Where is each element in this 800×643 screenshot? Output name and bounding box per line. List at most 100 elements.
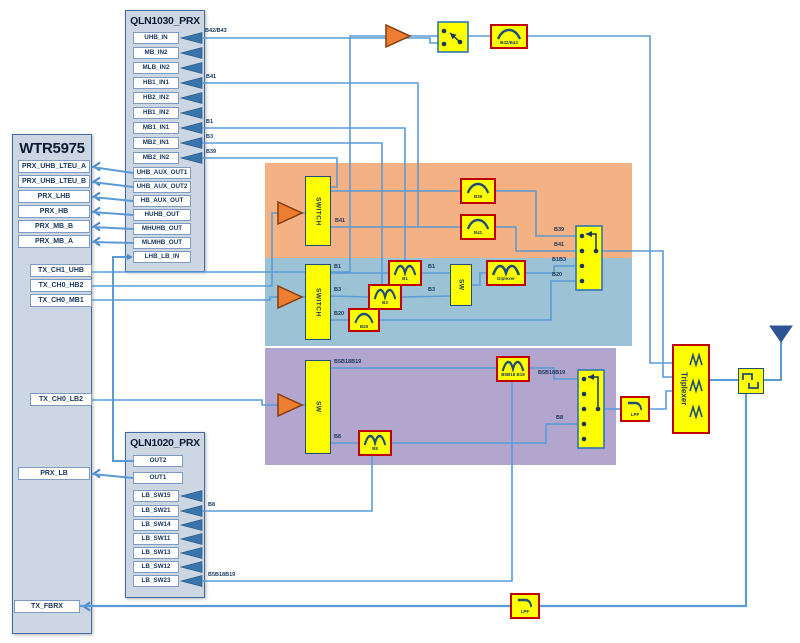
input-arrow-icon: [179, 490, 203, 502]
input-arrow-icon: [179, 77, 203, 89]
wire-label: B8: [334, 434, 342, 440]
wire: [401, 295, 451, 298]
qln1030_prx-port-mb1_in1: MB1_IN1: [133, 122, 179, 134]
switch-pole-dot: [581, 421, 587, 427]
wire: [496, 190, 576, 237]
duplexer-icon: [501, 360, 525, 372]
wire: [202, 82, 419, 227]
filter-b5b18-b19: B5B18 B19: [496, 356, 530, 382]
switch-block-sw-2: SW: [450, 264, 472, 306]
qln1020_prx-port-lb_sw13: LB_SW13: [133, 547, 179, 559]
triplexer-filters-icon: [688, 352, 703, 420]
filter-b3: B3: [368, 284, 402, 310]
coupler: [738, 368, 764, 394]
switch-block-switch-1: SWITCH: [305, 264, 331, 340]
input-arrow-icon: [179, 137, 203, 149]
switch-pole-dot: [579, 263, 585, 269]
wire: [91, 473, 134, 479]
wire: [202, 157, 338, 188]
input-arrow-icon: [179, 62, 203, 74]
wire-label: B1: [334, 264, 342, 270]
input-arrow-icon: [179, 92, 203, 104]
qln1020_prx-port-out2: OUT2: [133, 455, 183, 467]
wire: [602, 250, 672, 378]
amplifier-icon: [277, 200, 304, 226]
qln1020_prx-port-lb_sw11: LB_SW11: [133, 533, 179, 545]
wire: [330, 295, 369, 298]
amplifier-icon: [385, 23, 412, 49]
qln1030_prx-port-uhb_aux_out2: UHB_AUX_OUT2: [133, 181, 191, 193]
filter-lpf: LPF: [620, 396, 650, 422]
wire: [496, 226, 576, 252]
wire: [392, 423, 578, 444]
filter-b41: B41: [460, 214, 496, 240]
qln1030_prx-port-mb2_in1: MB2_IN1: [133, 137, 179, 149]
wire: [92, 296, 278, 301]
qln1030_prx-port-hb2_in2: HB2_IN2: [133, 92, 179, 104]
wire-label: B41: [206, 74, 217, 80]
wire: [202, 142, 383, 284]
qln1020_prx-port-lb_sw15: LB_SW15: [133, 490, 179, 502]
input-arrow-icon: [179, 533, 203, 545]
wire-label: B41: [335, 218, 346, 224]
coupler-icon: [742, 373, 759, 389]
switch-label: SW: [314, 401, 322, 413]
wire-label: B1: [206, 119, 214, 125]
switch-label: SWITCH: [314, 196, 322, 226]
wtr5975-port-tx_ch0_mb1: TX_CH0_MB1: [30, 294, 92, 307]
filter-lpf: LPF: [510, 593, 540, 619]
filter-band-label: Diplexer: [497, 276, 515, 281]
antenna-icon: [769, 325, 793, 343]
switch-pole-dot: [579, 233, 585, 239]
wire: [202, 127, 406, 260]
input-arrow-icon: [179, 575, 203, 587]
input-arrow-icon: [179, 547, 203, 559]
wire-label: B39: [206, 149, 217, 155]
wire-label: B39: [554, 227, 565, 233]
wire-label: B8: [208, 502, 216, 508]
wire-label: B20: [552, 272, 563, 278]
arrowhead-icon: [586, 231, 592, 237]
wtr5975-port-tx_ch0_lb2: TX_CH0_LB2: [30, 393, 92, 406]
wire: [202, 456, 373, 512]
filter-band-label: B1: [402, 276, 408, 281]
input-arrow-icon: [179, 561, 203, 573]
wire: [91, 226, 134, 230]
filter-b1: B1: [388, 260, 422, 286]
wire-label: B1: [428, 264, 436, 270]
wire: [380, 280, 576, 321]
wire: [764, 342, 782, 381]
wtr5975-port-prx_uhb_lteu_b: PRX_UHB_LTEU_B: [18, 175, 90, 188]
wire: [540, 394, 748, 608]
qln1030_prx-port-hb_aux_out: HB_AUX_OUT: [133, 195, 191, 207]
wire-label: B1B3: [552, 257, 567, 263]
switch-pole-dot: [581, 436, 587, 442]
filter-band-label: B41: [473, 230, 483, 235]
input-arrow-icon: [179, 152, 203, 164]
input-arrow-icon: [179, 519, 203, 531]
wire: [202, 382, 513, 582]
qln1030_prx-port-huhb_out: HUHB_OUT: [133, 209, 191, 221]
switch-label: SWITCH: [314, 287, 322, 317]
input-arrow-icon: [179, 107, 203, 119]
bpf-icon: [466, 182, 490, 194]
filter-band-label: B20: [359, 324, 369, 329]
switch-block-switch-0: SWITCH: [305, 176, 331, 246]
wire: [202, 37, 440, 44]
wtr5975-port-tx_ch1_uhb: TX_CH1_UHB: [30, 264, 92, 277]
switch-pole-dot: [579, 248, 585, 254]
wire: [528, 35, 672, 364]
input-arrow-icon: [179, 122, 203, 134]
switch-pole-dot: [441, 28, 447, 34]
wtr5975-port-prx_mb_a: PRX_MB_A: [18, 235, 90, 248]
bpf-icon: [354, 312, 374, 324]
qln1030_prx-port-mb_in2: MB_IN2: [133, 47, 179, 59]
filter-band-label: B5B18 B19: [501, 372, 525, 377]
switch-pole-dot: [581, 391, 587, 397]
switch-block-sw-3: SW: [305, 360, 331, 454]
wire: [92, 399, 278, 406]
filter-b39: B39: [460, 178, 496, 204]
wtr5975-port-prx_uhb_lteu_a: PRX_UHB_LTEU_A: [18, 160, 90, 173]
